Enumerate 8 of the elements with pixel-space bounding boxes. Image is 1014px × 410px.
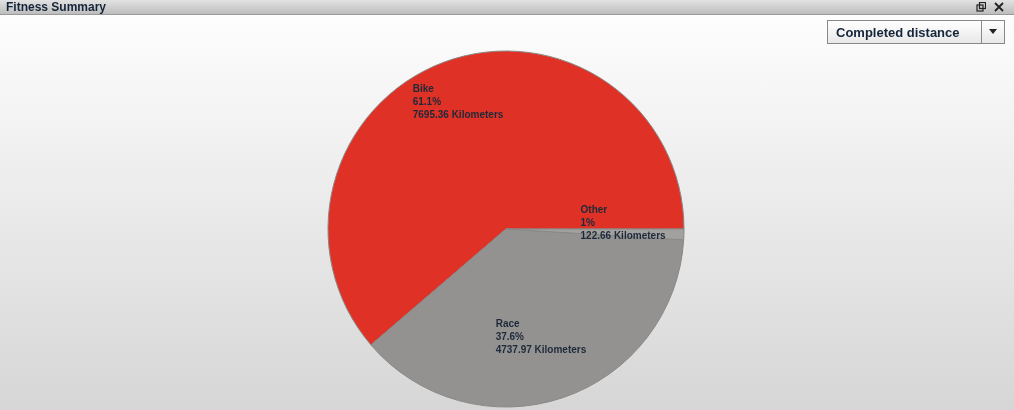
slice-label: Race — [495, 318, 521, 330]
slice-label: Other — [580, 203, 608, 215]
data-label: 1% 122.66 Kilometers — [580, 216, 667, 241]
data-label: 61.1% 7695.36 Kilometers — [412, 96, 504, 121]
text: Fitness Summary — [6, 0, 107, 14]
dropdown: Completed distance — [827, 20, 1005, 44]
slice-label: Bike — [412, 83, 435, 95]
data-label: 37.6% 4737.97 Kilometers — [495, 331, 587, 356]
